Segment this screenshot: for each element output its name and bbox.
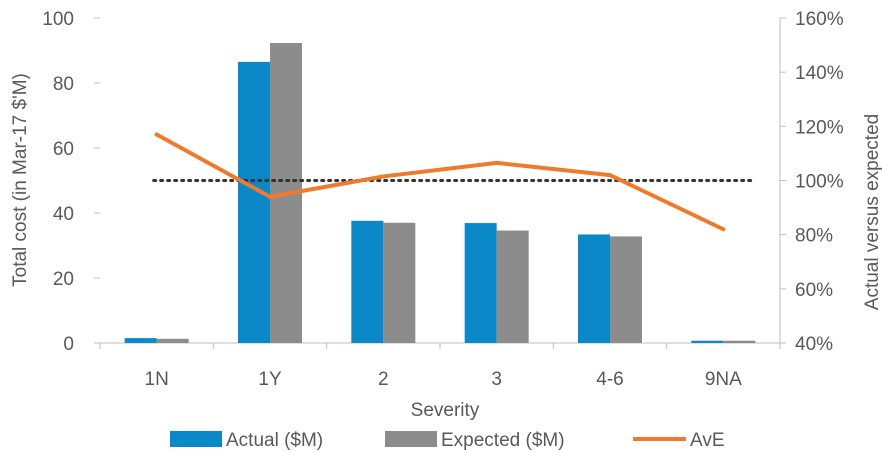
y2-axis-ticks: 40% 60% 80% 100% 120% 140% 160% [780,9,844,355]
legend-label-ave: AvE [690,430,725,451]
x-tick-label: 1N [145,369,169,390]
x-axis-ticks: 1N 1Y 2 3 4-6 9NA [99,343,781,390]
ave-point [154,132,159,137]
y2-tick-label: 100% [795,172,844,193]
x-tick-label: 9NA [705,369,742,390]
ave-point [721,227,726,232]
bar-actual [691,340,724,343]
ave-point [494,160,499,165]
bar-expected [610,236,642,343]
y2-tick-label: 80% [795,226,833,247]
x-tick-label: 1Y [258,369,282,390]
y-tick-label: 20 [53,269,74,290]
legend-label-actual: Actual ($M) [226,430,323,451]
legend: Actual ($M) Expected ($M) AvE [170,430,725,451]
ave-line [154,132,726,232]
legend-label-expected: Expected ($M) [441,430,565,451]
bar-expected [496,230,529,343]
y-axis-ticks: 0 20 40 60 80 100 [42,9,100,355]
y-tick-label: 60 [53,139,74,160]
y-tick-label: 40 [53,204,74,225]
plot-area [100,18,781,344]
y2-axis-title: Actual versus expected [862,114,882,310]
y-tick-label: 100 [42,9,74,30]
x-axis-title: Severity [411,400,480,421]
x-tick-label: 3 [491,369,502,390]
bar-actual [464,223,497,343]
y2-tick-label: 160% [795,9,844,30]
y-axis-title: Total cost (in Mar-17 $'M) [10,73,31,287]
ave-point [381,174,386,179]
x-tick-label: 4-6 [596,369,623,390]
ave-point [608,173,612,178]
legend-swatch-actual [170,431,222,447]
bar-expected [723,340,756,343]
y-tick-label: 80 [53,74,74,95]
y-tick-label: 0 [63,334,74,355]
y2-tick-label: 120% [795,117,844,138]
legend-swatch-expected [385,431,437,447]
bar-actual [124,338,157,343]
ave-point [268,194,272,199]
y2-tick-label: 140% [795,63,844,84]
bar-expected [156,338,189,343]
y2-tick-label: 40% [795,334,833,355]
y2-tick-label: 60% [795,280,833,301]
bar-actual [578,234,610,343]
bar-expected [383,222,416,343]
x-tick-label: 2 [378,369,389,390]
bar-actual [238,61,270,343]
bar-actual [351,220,384,343]
